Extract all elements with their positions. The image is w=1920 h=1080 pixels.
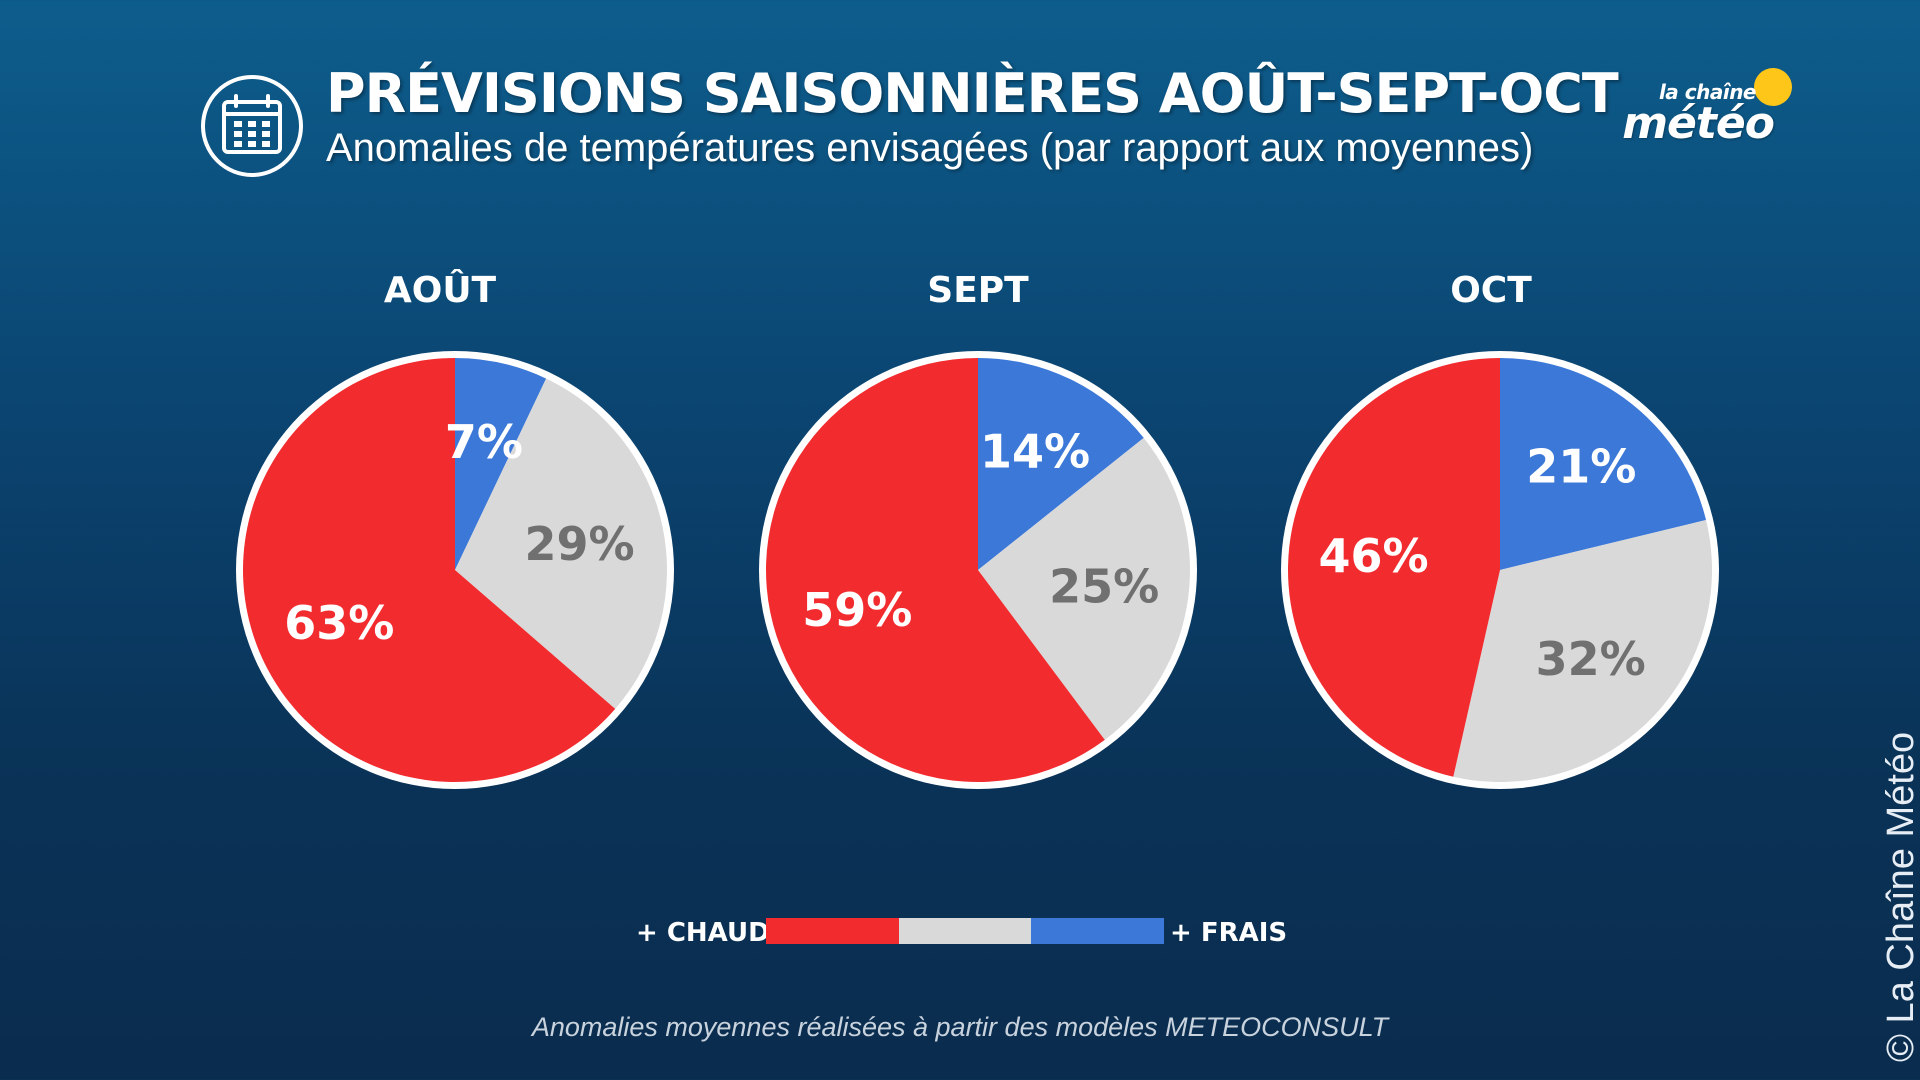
pie-slice-aout-chaud [242,358,616,782]
legend-swatch-frais [1031,918,1164,944]
brand-logo: la chaîne météo [1622,66,1798,170]
logo-line-2: météo [1622,98,1775,149]
page-title: PRÉVISIONS SAISONNIÈRES AOÛT-SEPT-OCT [326,62,1619,125]
pie-chart-sept: 14% 25% 59% [759,351,1197,789]
pie-label-oct-chaud: 46% [1319,529,1429,583]
pie-title-oct: OCT [1450,270,1532,311]
pie-label-sept-frais: 14% [980,425,1090,479]
legend-label-frais: + FRAIS [1170,918,1288,948]
page-subtitle: Anomalies de températures envisagées (pa… [326,126,1534,170]
pie-slice-oct-chaud [1288,358,1500,777]
pie-label-aout-normal: 29% [524,517,634,571]
legend-swatch-normal [899,918,1031,944]
pie-slice-aout-frais [455,358,547,570]
legend-swatch-chaud [766,918,899,944]
pie-title-sept: SEPT [927,270,1029,311]
calendar-icon [201,75,303,177]
pie-slice-sept-chaud [766,358,1105,783]
pie-label-oct-frais: 21% [1526,440,1636,494]
pie-slice-aout-normal [455,378,667,709]
pie-slice-oct-normal [1453,520,1712,782]
copyright: © La Chaîne Météo [1880,731,1920,1062]
logo-line-1: la chaîne [1658,80,1757,104]
pie-title-aout: AOÛT [383,270,497,311]
pie-slice-sept-normal [978,437,1190,740]
pie-chart-oct: 21% 32% 46% [1281,351,1719,789]
pie-chart-aout: 7%29% 63% [236,351,674,789]
legend-label-chaud: + CHAUD [636,918,770,948]
pie-slice-oct-frais [1500,358,1707,570]
pie-slice-sept-frais [978,358,1144,570]
pie-label-aout-chaud: 63% [284,596,394,650]
pie-label-oct-normal: 32% [1536,632,1646,686]
pie-label-aout-frais: 7% [445,415,523,469]
pie-label-sept-chaud: 59% [802,583,912,637]
sun-icon [1754,68,1792,106]
footnote: Anomalies moyennes réalisées à partir de… [531,1012,1389,1042]
pie-label-sept-normal: 25% [1049,559,1159,613]
